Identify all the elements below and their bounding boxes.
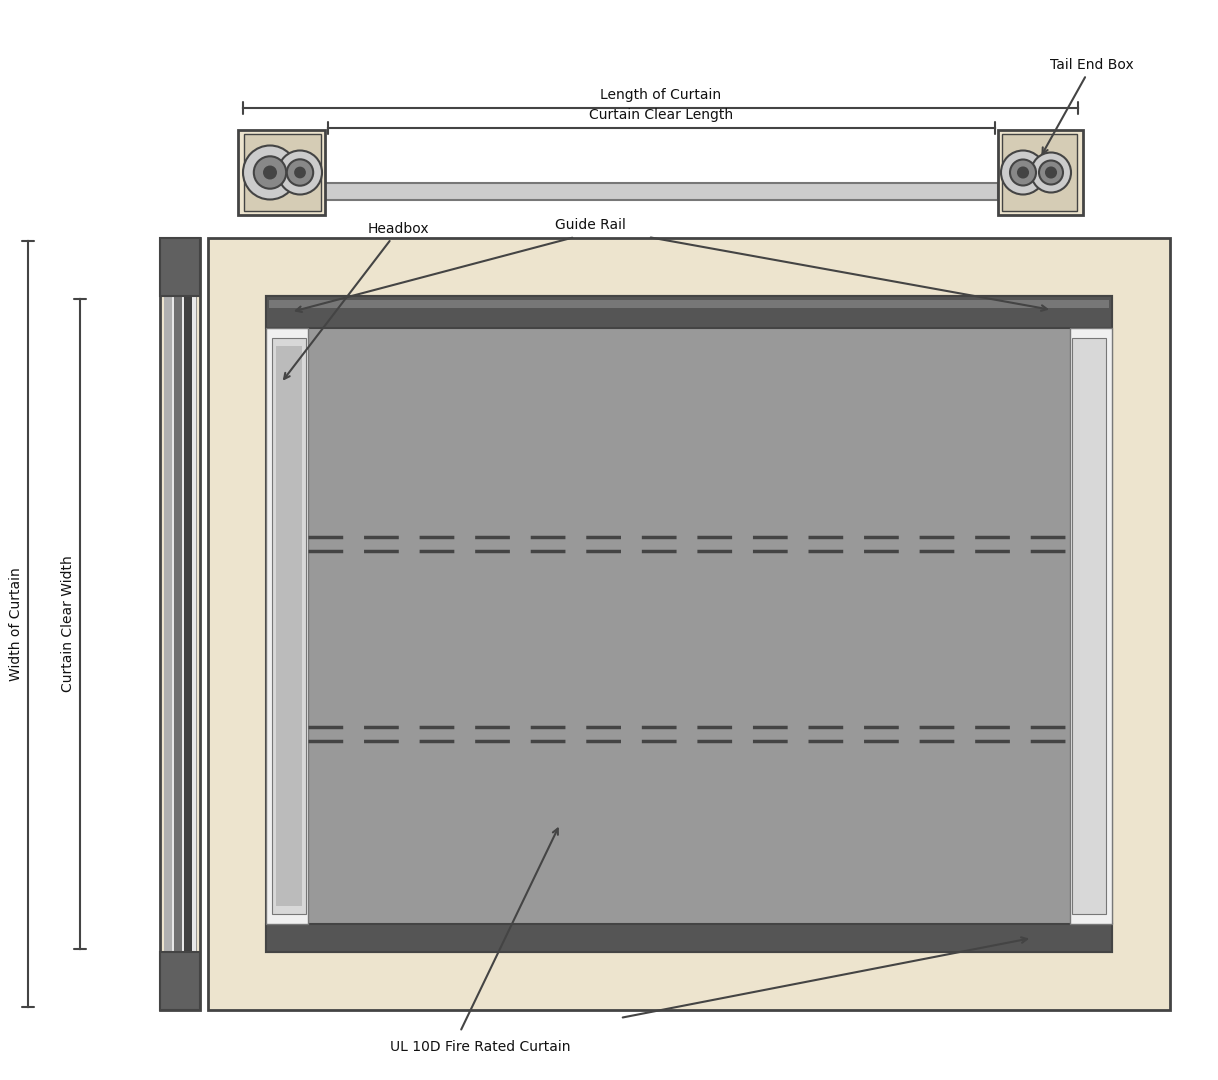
Circle shape	[1046, 167, 1056, 177]
Circle shape	[1010, 160, 1037, 186]
Bar	[160, 238, 200, 1010]
Bar	[308, 328, 1069, 924]
Bar	[276, 346, 302, 906]
Bar	[244, 134, 322, 211]
Text: Curtain Clear Width: Curtain Clear Width	[61, 555, 76, 692]
Bar	[1069, 328, 1112, 924]
Bar	[160, 951, 200, 1010]
Circle shape	[278, 150, 322, 194]
Text: UL 10D Fire Rated Curtain: UL 10D Fire Rated Curtain	[390, 1040, 570, 1054]
Bar	[269, 300, 1110, 308]
Bar	[266, 328, 308, 924]
Circle shape	[1018, 167, 1028, 177]
Bar	[325, 183, 998, 200]
Circle shape	[1001, 150, 1045, 194]
Bar	[266, 924, 1112, 951]
Bar	[998, 130, 1083, 215]
Text: Guide Rail: Guide Rail	[555, 218, 626, 232]
Bar	[1072, 338, 1106, 914]
Text: Tail End Box: Tail End Box	[1043, 58, 1134, 153]
Bar	[238, 130, 325, 215]
Bar	[266, 296, 1112, 951]
Bar	[174, 296, 181, 951]
Bar	[266, 296, 1112, 328]
Bar	[164, 296, 196, 951]
Circle shape	[286, 159, 313, 186]
Bar	[164, 296, 172, 951]
Circle shape	[253, 157, 286, 189]
Text: Headbox: Headbox	[284, 222, 430, 379]
Bar	[208, 238, 1170, 1010]
Text: Length of Curtain: Length of Curtain	[600, 87, 721, 102]
Circle shape	[295, 167, 304, 177]
Circle shape	[264, 166, 276, 178]
Bar	[1002, 134, 1077, 211]
Circle shape	[1039, 161, 1063, 185]
Text: Width of Curtain: Width of Curtain	[9, 567, 23, 680]
Circle shape	[244, 146, 297, 200]
Bar	[272, 338, 306, 914]
Bar	[160, 238, 200, 296]
Bar	[184, 296, 192, 951]
Text: Curtain Clear Length: Curtain Clear Length	[590, 108, 733, 122]
Circle shape	[1030, 152, 1071, 192]
